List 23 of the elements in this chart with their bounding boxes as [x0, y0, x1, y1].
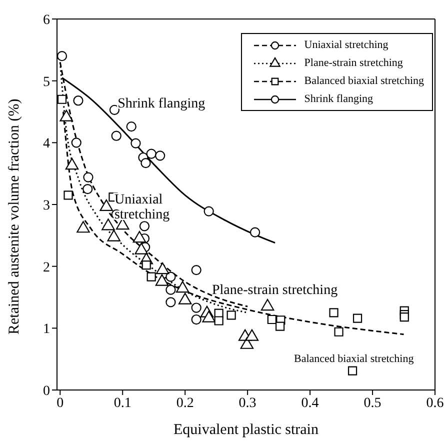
y-tick-label: 5 [43, 74, 50, 90]
y-tick-label: 6 [43, 12, 50, 28]
x-tick-label: 0.5 [364, 396, 382, 411]
y-tick-label: 2 [43, 260, 50, 276]
x-tick-label: 0.1 [114, 396, 132, 411]
x-tick-label: 0.4 [301, 396, 319, 411]
x-tick-label: 0.3 [238, 396, 256, 411]
x-tick-label: 0 [56, 396, 64, 411]
y-tick-label: 1 [43, 322, 50, 338]
annotation: Balanced biaxial stretching [294, 353, 414, 365]
y-tick-label: 3 [43, 198, 50, 214]
x-tick-label: 0.2 [176, 396, 194, 411]
legend-label: Plane-strain stretching [304, 56, 403, 71]
legend-label: Shrink flanging [304, 92, 374, 107]
legend-label: Balanced biaxial stretching [304, 74, 424, 89]
y-axis-title: Retained austenite volume fraction (%) [6, 98, 22, 334]
legend-label: Uniaxial stretching [304, 38, 388, 53]
x-axis-title: Equivalent plastic strain [174, 422, 319, 438]
annotation: Plane-strain stretching [212, 283, 338, 299]
y-tick-label: 0 [43, 384, 50, 399]
x-tick-label: 0.6 [426, 396, 444, 411]
y-tick-label: 4 [43, 136, 50, 152]
annotation: Shrink flanging [118, 96, 206, 112]
